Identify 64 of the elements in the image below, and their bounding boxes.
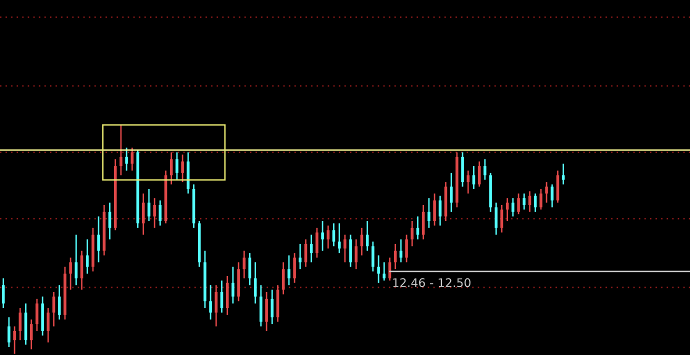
candlestick [545,181,548,204]
candlestick [316,227,318,258]
candlestick [377,254,380,284]
candlestick [36,298,38,332]
candlestick [428,197,430,229]
candlestick [534,192,537,213]
candlestick [270,289,274,325]
candlestick [512,197,514,218]
candlestick [242,250,246,279]
candlestick [522,192,526,210]
candlestick [344,234,346,263]
candlestick [540,188,542,210]
candlestick [86,238,89,274]
candlestick [142,192,145,236]
candlestick [170,152,173,186]
candlestick [298,243,302,270]
candlestick [494,202,498,236]
candlestick [209,284,212,320]
candlestick [338,222,341,254]
candlestick [321,220,324,252]
candlestick [2,278,5,309]
candlestick [416,216,420,240]
candlestick [176,152,178,180]
candlestick [97,216,100,263]
candlestick [232,266,234,304]
candlestick [13,326,16,355]
candlestick [130,147,134,172]
candlestick [30,318,33,350]
candlestick [326,224,330,250]
candlestick [181,154,184,183]
candlestick [405,234,408,263]
candlestick [248,252,252,286]
candlestick [400,238,402,263]
candlestick [46,307,50,344]
candlestick [517,192,520,215]
candlestick [148,188,150,222]
candlestick [332,222,336,247]
candlestick [8,316,10,348]
candlestick [438,195,442,226]
candlestick [354,238,358,270]
candlestick [472,165,476,190]
candlestick [478,160,481,188]
candlestick [410,220,414,247]
candlestick [382,262,386,282]
candlestick [69,256,72,290]
candlestick [125,147,128,172]
candlestick [293,252,296,284]
candlestick [433,192,436,226]
candlestick [550,184,554,208]
candlestick [58,284,61,320]
candlestick [18,307,22,341]
candlestick [74,234,78,286]
candlestick [372,240,374,272]
candlestick [120,124,122,176]
candlestick [153,197,156,229]
candlestick [265,291,268,332]
candlestick [500,204,504,234]
candlestick [562,163,565,186]
candlestick [466,170,470,194]
candlestick [484,158,486,180]
candlestick [349,234,352,268]
candlestick [506,197,509,222]
annotation: 12.46 - 12.50 [393,278,470,288]
candlestick [288,254,290,286]
